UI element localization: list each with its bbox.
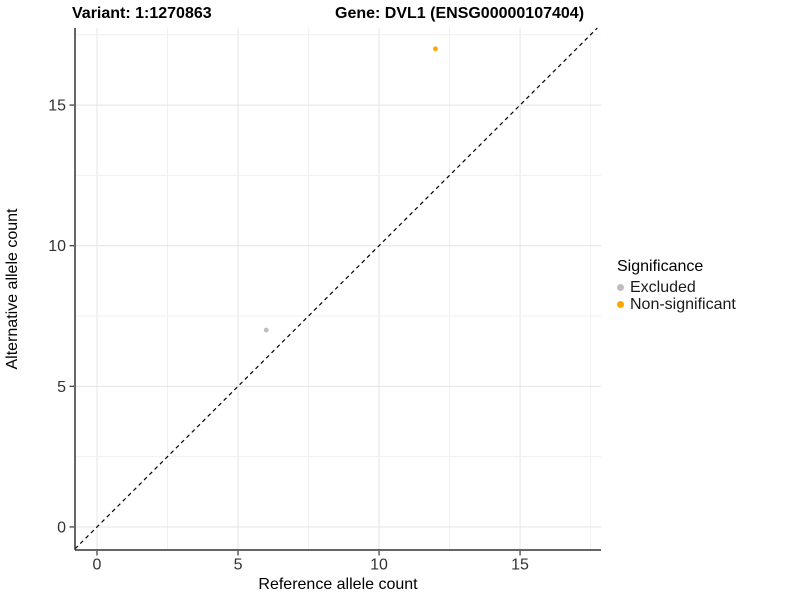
legend-title: Significance — [617, 258, 704, 275]
y-tick-label: 5 — [57, 379, 66, 396]
y-tick-label: 0 — [57, 519, 66, 536]
data-point — [433, 46, 438, 52]
x-axis-title: Reference allele count — [258, 576, 418, 593]
y-axis-title: Alternative allele count — [4, 208, 21, 370]
x-tick-label: 15 — [511, 557, 529, 574]
x-tick-label: 0 — [93, 557, 102, 574]
series-excluded — [263, 327, 269, 333]
series-non-significant — [433, 46, 438, 52]
data-point — [263, 327, 269, 333]
y-tick-label: 10 — [48, 238, 66, 255]
excluded-dot-icon — [617, 284, 624, 291]
legend-item-label: Non-significant — [630, 295, 736, 313]
axis-ticks: 0 5 10 15 0 5 10 15 — [48, 98, 529, 574]
identity-line — [74, 27, 598, 550]
plot-title-gene: Gene: DVL1 (ENSG00000107404) — [335, 5, 585, 22]
legend: Significance Excluded Non-significant — [614, 257, 736, 313]
non-significant-dot-icon — [617, 301, 624, 308]
legend-item-label: Excluded — [630, 278, 696, 296]
x-tick-label: 10 — [370, 557, 388, 574]
x-tick-label: 5 — [234, 557, 243, 574]
gridlines — [75, 28, 601, 550]
legend-item-non-significant: Non-significant — [614, 296, 736, 313]
y-tick-label: 15 — [48, 98, 66, 115]
legend-item-excluded: Excluded — [614, 279, 736, 296]
plot-title-variant: Variant: 1:1270863 — [72, 5, 212, 22]
